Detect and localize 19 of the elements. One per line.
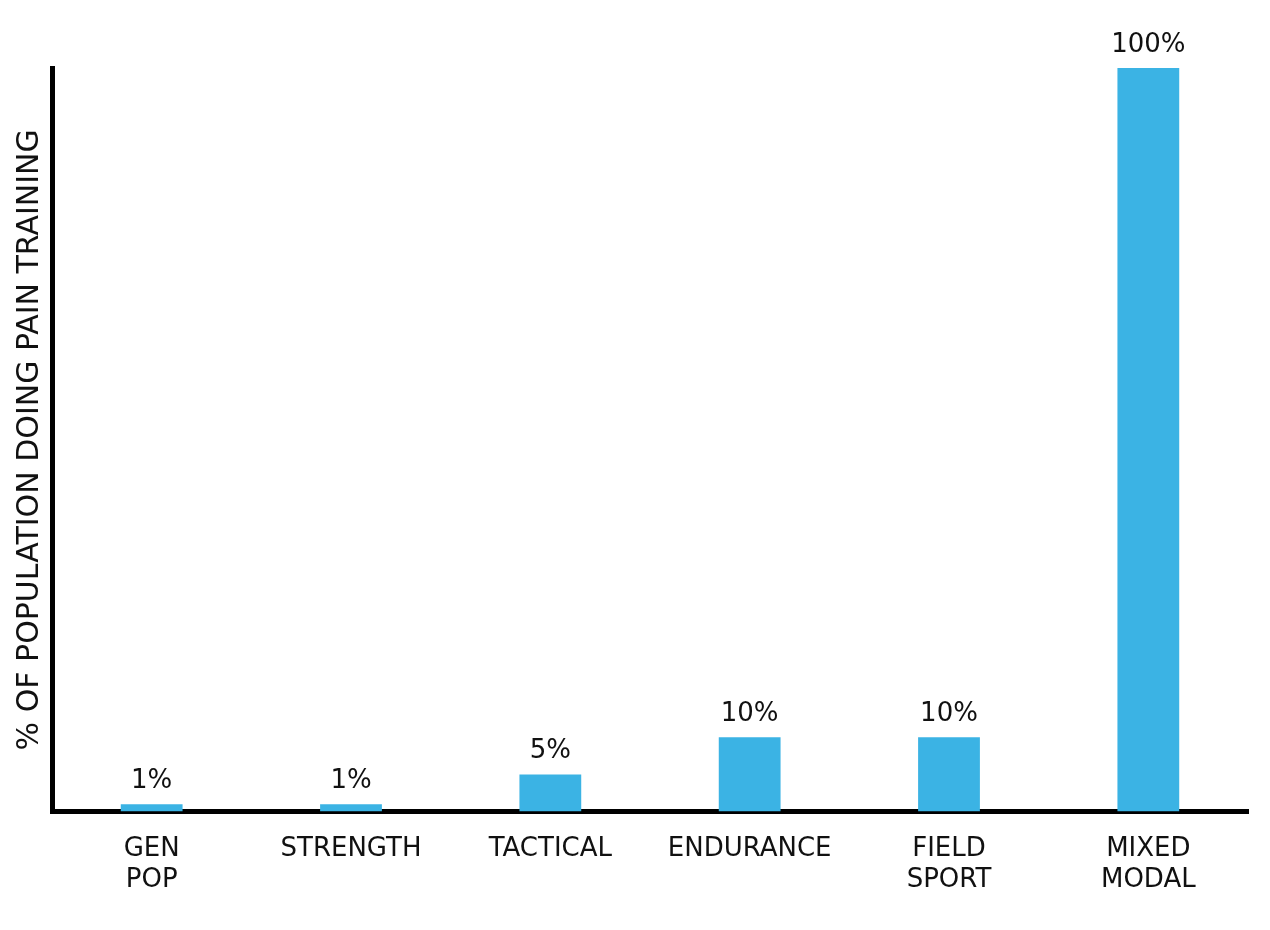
x-tick-label: MIXED MODAL [1100, 831, 1197, 894]
bar [519, 774, 582, 812]
data-label: 100% [1111, 27, 1186, 58]
x-tick-label: STRENGTH [280, 831, 422, 862]
data-label: 1% [330, 763, 372, 794]
data-label: 10% [920, 696, 978, 727]
x-tick-label: ENDURANCE [667, 831, 832, 862]
data-label: 1% [131, 763, 173, 794]
x-tick-label: TACTICAL [487, 831, 613, 862]
bar [918, 737, 980, 812]
data-label: 10% [720, 696, 779, 727]
bar [1117, 68, 1180, 812]
x-tick-label: FIELD SPORT [906, 831, 992, 894]
bar [320, 804, 382, 812]
bar [718, 737, 781, 812]
x-tick-label: GEN POP [123, 831, 180, 894]
y-axis-title: % OF POPULATION DOING PAIN TRAINING [9, 129, 45, 751]
bar [120, 804, 183, 812]
data-label: 5% [529, 734, 571, 765]
